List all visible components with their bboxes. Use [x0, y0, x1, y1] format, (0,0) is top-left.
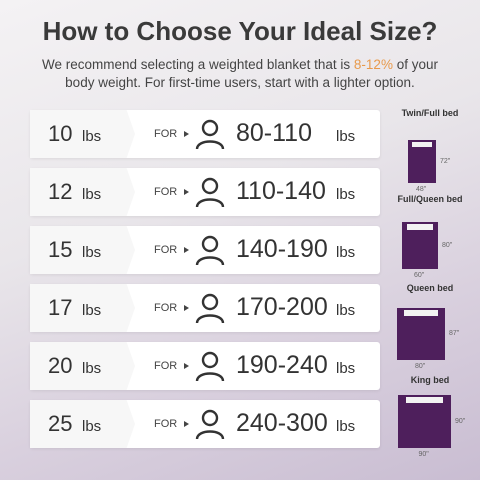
person-svg: [195, 409, 225, 440]
weight-panel: [30, 400, 135, 448]
weight-unit: lbs: [82, 128, 102, 145]
weight-unit: lbs: [82, 244, 102, 261]
person-svg: [195, 177, 225, 208]
person-svg: [195, 351, 225, 382]
for-label: FOR: [154, 360, 178, 372]
person-icon: [194, 176, 226, 213]
bed-length: 87": [449, 330, 460, 337]
weight: 12: [48, 179, 73, 204]
arrow: [184, 189, 189, 195]
person-svg: [195, 235, 225, 266]
range-unit: lbs: [336, 186, 356, 203]
arrow: [184, 247, 189, 253]
pillow: [412, 142, 432, 148]
body-weight-range: 170-200: [236, 293, 328, 321]
body-weight-range: 240-300: [236, 409, 328, 437]
weight-unit: lbs: [82, 360, 102, 377]
for-label: FOR: [154, 418, 178, 430]
for-label: FOR: [154, 302, 178, 314]
pillow: [404, 310, 438, 317]
bed-width: 48": [416, 186, 427, 193]
weight-unit: lbs: [82, 186, 102, 203]
arrow: [184, 305, 189, 311]
person-icon: [194, 118, 226, 155]
size-row: 15 lbs FOR 140-190 lbs: [30, 226, 380, 274]
weight: 17: [48, 295, 73, 320]
bed-length: 72": [440, 157, 451, 165]
size-row: 25 lbs FOR 240-300 lbs: [30, 400, 380, 448]
range-unit: lbs: [336, 128, 356, 145]
bed-shape: [408, 140, 436, 183]
size-row: 17 lbs FOR 170-200 lbs: [30, 284, 380, 332]
weight-unit: lbs: [82, 302, 102, 319]
bed-length: 80": [442, 241, 453, 249]
arrow: [184, 363, 189, 369]
bed-label: King bed: [410, 375, 450, 385]
bed-width: 90": [418, 451, 429, 458]
weight-panel: [30, 168, 135, 216]
person-svg: [195, 119, 225, 150]
subtitle-text: We recommend selecting a weighted blanke…: [41, 57, 351, 72]
person-icon: [194, 350, 226, 387]
range-unit: lbs: [336, 302, 356, 319]
size-row: 20 lbs FOR 190-240 lbs: [30, 342, 380, 390]
for-label: FOR: [154, 128, 178, 140]
body-weight-range: 190-240: [236, 351, 328, 379]
weight-unit: lbs: [82, 418, 102, 435]
bed-shape: [397, 308, 445, 360]
bed-label: Twin/Full bed: [401, 108, 459, 118]
bed-width: 80": [415, 363, 426, 370]
pillow: [407, 224, 433, 230]
size-row: 10 lbs FOR 80-110 lbs: [30, 110, 380, 158]
body-weight-range: 140-190: [236, 235, 328, 263]
pillow: [405, 397, 444, 404]
weight: 15: [48, 237, 73, 262]
person-icon: [194, 408, 226, 445]
bed-shape: [402, 222, 438, 269]
weight-panel: [30, 226, 135, 274]
range-unit: lbs: [336, 244, 356, 261]
bed-label: Queen bed: [406, 283, 454, 293]
title: How to Choose Your Ideal Size?: [42, 16, 438, 46]
person-icon: [194, 292, 226, 329]
arrow: [184, 421, 189, 427]
weight-panel: [30, 342, 135, 390]
person-icon: [194, 234, 226, 271]
highlight: 8-12%: [353, 57, 393, 72]
bed-label: Full/Queen bed: [397, 194, 463, 204]
subtitle: We recommend selecting a weighted blanke…: [30, 56, 450, 92]
range-unit: lbs: [336, 360, 356, 377]
for-label: FOR: [154, 244, 178, 256]
for-label: FOR: [154, 186, 178, 198]
weight-panel: [30, 284, 135, 332]
arrow: [184, 131, 189, 137]
size-row: 12 lbs FOR 110-140 lbs: [30, 168, 380, 216]
weight-panel: [30, 110, 135, 158]
bed-shape: [398, 395, 451, 448]
person-svg: [195, 293, 225, 324]
weight: 20: [48, 353, 73, 378]
bed-length: 90": [455, 417, 466, 425]
body-weight-range: 110-140: [236, 177, 326, 205]
body-weight-range: 80-110: [236, 119, 312, 147]
subtitle-text: of your body weight. For first-time user…: [65, 57, 438, 90]
range-unit: lbs: [336, 418, 356, 435]
weight: 10: [48, 121, 73, 146]
weight: 25: [48, 411, 73, 436]
bed-width: 60": [414, 272, 425, 279]
